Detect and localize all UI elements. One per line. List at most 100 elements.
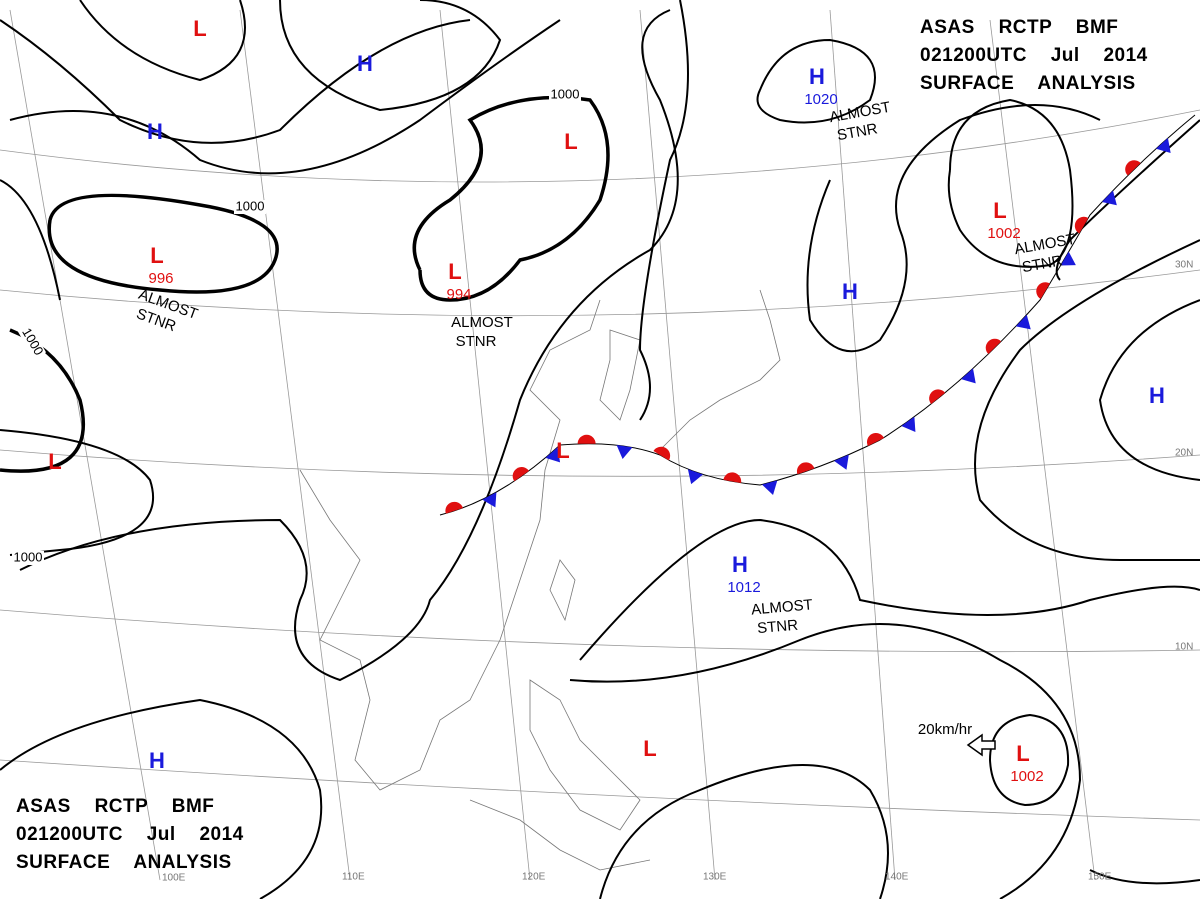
coastline (469, 799, 651, 871)
label-backing (17, 324, 47, 360)
isobar (947, 98, 1074, 268)
isobar (569, 623, 1082, 899)
labels: ASAS RCTP BMF 021200UTC Jul 2014 SURFACE A… (12, 16, 1193, 884)
cold-front-tooth (834, 454, 849, 470)
warm-front-bump (796, 462, 815, 475)
longitude-line (639, 9, 716, 881)
isobar (989, 713, 1070, 807)
header-line: ASAS RCTP BMF (16, 796, 214, 817)
isobar (47, 193, 279, 294)
header-line: SURFACE ANALYSIS (16, 852, 232, 873)
header-line: ASAS RCTP BMF (920, 17, 1118, 38)
longitude-line (9, 9, 161, 881)
front-symbols (445, 137, 1171, 514)
longitude-label: 140E (885, 872, 909, 883)
isobar (79, 0, 246, 82)
central-pressure: 994 (446, 286, 471, 303)
system-symbol: L (993, 198, 1006, 223)
coastlines (299, 289, 781, 871)
isobar-label: 1000 (551, 86, 580, 101)
longitude-line (439, 9, 531, 881)
cold-front-tooth (482, 492, 497, 508)
coastline (299, 299, 601, 791)
warm-front-bump (445, 501, 463, 514)
movement-note: STNR (456, 333, 497, 350)
system-symbol: L (556, 438, 569, 463)
system-symbol: H (1149, 383, 1165, 408)
isobar (1089, 869, 1200, 885)
warm-front-bump (985, 338, 1002, 355)
header-line: 021200UTC Jul 2014 (16, 824, 244, 845)
system-symbol: L (564, 129, 577, 154)
latitude-line (0, 449, 1200, 477)
cold-front-tooth (1101, 190, 1117, 206)
cold-front-tooth (1156, 137, 1171, 154)
isobar-label: 1000 (236, 198, 265, 213)
isobar (19, 9, 679, 682)
wind-speed-label: 20km/hr (918, 721, 972, 738)
central-pressure: 1020 (804, 91, 837, 108)
arrow-icon (966, 733, 996, 757)
warm-front-bump (1074, 216, 1089, 234)
system-symbol: H (842, 279, 858, 304)
longitude-label: 130E (703, 872, 727, 883)
longitude-line (239, 9, 351, 881)
warm-front-bump (1036, 282, 1050, 299)
central-pressure: 1002 (987, 225, 1020, 242)
movement-note: ALMOST (451, 314, 513, 331)
isobar (0, 179, 61, 301)
system-symbol: H (357, 51, 373, 76)
latitude-line (0, 609, 1200, 653)
cold-front-tooth (1060, 251, 1076, 266)
longitude-label: 110E (342, 872, 365, 883)
system-symbol: H (147, 119, 163, 144)
isobar (9, 19, 561, 175)
stationary-front (439, 114, 1196, 516)
warm-front-bump (867, 433, 885, 446)
longitude-label: 150E (1088, 872, 1112, 883)
isobar (599, 764, 889, 899)
cold-front-tooth (961, 368, 976, 384)
movement-note: ALMOST (750, 596, 813, 618)
isobar (756, 38, 876, 124)
coastline (549, 559, 576, 622)
central-pressure: 1012 (727, 579, 760, 596)
latitude-line (0, 109, 1200, 183)
latitude-line (0, 759, 1200, 821)
central-pressure: 996 (148, 270, 173, 287)
isobar (412, 95, 610, 302)
system-symbol: H (732, 552, 748, 577)
label-backing (234, 200, 266, 214)
isobar-label: 1000 (14, 549, 43, 564)
warm-front-bump (577, 434, 596, 444)
latitude-label: 20N (1175, 448, 1193, 459)
movement-note: STNR (757, 617, 799, 638)
isobar (638, 0, 689, 421)
coastline (659, 289, 781, 451)
system-symbol: L (193, 16, 206, 41)
isobar (579, 518, 1200, 661)
latitude-label: 10N (1175, 642, 1193, 653)
warm-front-bump (512, 467, 530, 482)
isobar (974, 239, 1200, 562)
warm-front-bump (653, 446, 671, 461)
isobar (0, 698, 323, 899)
longitude-label: 100E (162, 873, 186, 884)
cold-front-tooth (616, 444, 633, 460)
warm-front-bump (929, 389, 946, 405)
label-backing (549, 88, 581, 102)
longitude-line (829, 9, 896, 881)
header-line: 021200UTC Jul 2014 (920, 45, 1148, 66)
cold-front-tooth (1015, 314, 1031, 330)
movement-note: STNR (1021, 252, 1064, 276)
system-symbol: L (48, 449, 61, 474)
warm-front-bump (723, 472, 742, 483)
isobar (279, 0, 502, 112)
cold-front-tooth (901, 416, 916, 432)
warm-front-bump (1125, 160, 1141, 176)
system-symbol: H (809, 64, 825, 89)
central-pressure: 1002 (1010, 768, 1043, 785)
